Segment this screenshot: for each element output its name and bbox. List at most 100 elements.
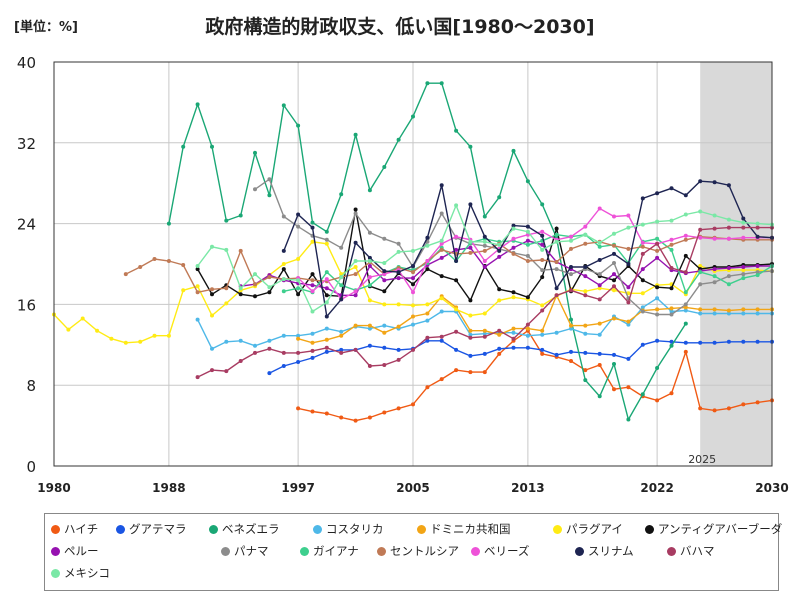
data-point — [655, 296, 660, 301]
data-point — [511, 251, 516, 256]
data-point — [612, 251, 616, 256]
data-point — [741, 265, 746, 269]
data-point — [468, 250, 473, 255]
data-point — [640, 196, 645, 201]
legend-label: アンティグアバーブーダ — [658, 522, 783, 536]
data-point — [741, 216, 746, 221]
data-point — [655, 366, 660, 370]
data-point — [683, 233, 688, 238]
data-point — [281, 248, 286, 253]
data-point — [698, 227, 703, 232]
data-point — [583, 241, 588, 246]
data-point — [540, 347, 545, 352]
chart-title: 政府構造的財政収支、低い国[1980～2030] — [205, 16, 595, 38]
legend-swatch — [51, 524, 60, 534]
data-point — [454, 307, 459, 312]
data-point — [210, 144, 214, 149]
data-point — [425, 81, 430, 86]
data-point — [310, 309, 315, 314]
data-point — [353, 211, 358, 216]
data-point — [683, 237, 688, 242]
data-point — [612, 284, 616, 289]
data-point — [569, 349, 573, 354]
data-point — [253, 150, 257, 155]
data-point — [439, 211, 444, 216]
data-point — [741, 402, 746, 407]
data-point — [382, 278, 387, 283]
data-point — [683, 302, 688, 307]
data-point — [253, 343, 257, 348]
data-point — [683, 212, 688, 217]
data-point — [468, 245, 473, 250]
data-point — [66, 327, 71, 332]
data-point — [525, 229, 530, 234]
data-point — [497, 346, 502, 351]
data-point — [411, 248, 415, 253]
data-point — [683, 349, 688, 354]
legend-label: セントルシア — [390, 544, 459, 558]
data-point — [583, 368, 588, 373]
data-point — [540, 229, 545, 234]
data-point — [324, 270, 329, 275]
data-point — [712, 180, 717, 185]
data-point — [726, 311, 731, 316]
data-point — [554, 330, 559, 335]
data-point — [296, 257, 301, 261]
y-tick-label: 8 — [26, 377, 36, 395]
x-tick-label: 2005 — [396, 481, 429, 495]
data-point — [698, 209, 703, 214]
data-point — [281, 289, 286, 294]
data-point — [367, 283, 372, 288]
data-point — [597, 351, 602, 356]
data-point — [569, 288, 573, 293]
data-point — [367, 298, 372, 303]
data-point — [253, 282, 257, 287]
legend-item: ハイチ — [51, 521, 98, 537]
data-point — [353, 132, 358, 137]
data-point — [482, 351, 487, 356]
data-point — [655, 236, 660, 241]
data-point — [540, 328, 545, 333]
data-point — [669, 312, 674, 317]
data-point — [468, 298, 473, 303]
data-point — [454, 203, 459, 208]
data-point — [411, 347, 415, 352]
data-point — [439, 255, 444, 260]
data-point — [712, 307, 717, 312]
data-point — [669, 286, 674, 291]
data-point — [712, 280, 717, 285]
data-point — [597, 286, 602, 291]
data-point — [669, 266, 674, 270]
data-point — [324, 277, 329, 282]
data-point — [367, 415, 372, 420]
data-point — [324, 337, 329, 342]
data-point — [439, 241, 444, 246]
data-point — [367, 230, 372, 235]
data-point — [281, 277, 286, 282]
data-point — [511, 290, 516, 295]
data-point — [454, 329, 459, 334]
legend-swatch — [471, 546, 480, 556]
data-point — [296, 333, 301, 338]
data-point — [540, 275, 545, 280]
data-point — [612, 272, 616, 277]
series-line — [240, 240, 772, 296]
legend-item: ペルー — [51, 543, 99, 559]
data-point — [540, 258, 545, 262]
data-point — [626, 285, 631, 290]
legend-label: ドミニカ共和国 — [430, 522, 511, 536]
data-point — [324, 345, 329, 350]
data-point — [353, 347, 358, 352]
data-point — [712, 213, 717, 218]
data-point — [698, 270, 703, 275]
data-point — [310, 283, 315, 288]
data-point — [296, 123, 301, 128]
legend-swatch — [51, 568, 60, 578]
data-point — [367, 188, 372, 193]
data-point — [511, 330, 516, 335]
data-point — [253, 294, 257, 299]
data-point — [267, 193, 272, 198]
data-point — [210, 244, 214, 249]
data-point — [210, 368, 214, 373]
data-point — [411, 270, 415, 275]
